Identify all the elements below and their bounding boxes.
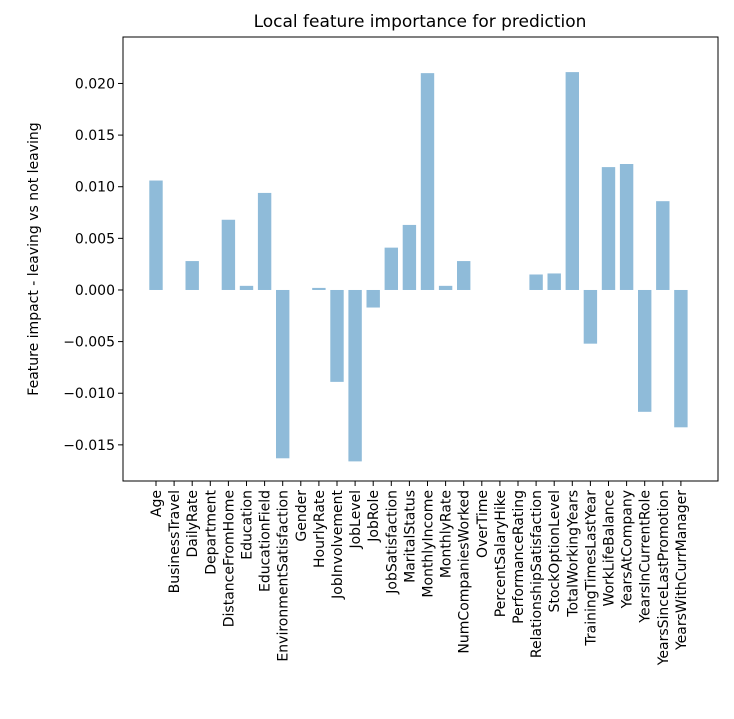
bar-WorkLifeBalance	[601, 167, 616, 290]
bar-EducationField	[257, 192, 272, 290]
x-tick-label: YearsWithCurrManager	[674, 490, 690, 651]
chart-title: Local feature importance for prediction	[254, 12, 587, 32]
y-tick-label: 0.005	[75, 231, 115, 247]
x-tick-label: HourlyRate	[312, 490, 328, 568]
x-tick-label: JobInvolvement	[330, 489, 346, 599]
bar-HourlyRate	[312, 287, 326, 290]
y-tick-label: −0.015	[63, 438, 115, 454]
x-tick-label: MonthlyIncome	[421, 490, 437, 598]
x-tick-label: StockOptionLevel	[547, 490, 563, 612]
y-tick-label: 0.000	[75, 283, 115, 299]
bar-MaritalStatus	[402, 224, 417, 290]
x-tick-label: YearsAtCompany	[620, 490, 636, 609]
x-tick-label: JobSatisfaction	[384, 490, 400, 595]
x-tick-label: WorkLifeBalance	[602, 490, 618, 607]
x-tick-label: MonthlyRate	[439, 490, 455, 578]
y-tick-label: 0.020	[75, 76, 115, 92]
x-tick-label: EducationField	[258, 490, 274, 592]
y-tick-label: 0.015	[75, 128, 115, 144]
x-tick-label: BusinessTravel	[167, 490, 183, 593]
x-tick-label: PercentSalaryHike	[493, 490, 509, 617]
bar-StockOptionLevel	[547, 273, 561, 290]
y-ticks-group: −0.015 −0.010 −0.005 0.000 0.005 0.010 0.015 0.…	[63, 76, 123, 454]
bar-JobInvolvement	[330, 289, 344, 382]
x-tick-label: EnvironmentSatisfaction	[276, 490, 292, 662]
plot-frame	[122, 36, 719, 482]
bar-YearsInCurrentRole	[638, 289, 652, 412]
x-tick-label: DistanceFromHome	[221, 490, 237, 627]
x-tick-label: Department	[203, 489, 219, 574]
x-tick-label: Age	[149, 490, 165, 517]
y-tick-label: 0.010	[75, 180, 115, 196]
x-ticks-group: Age BusinessTravel DailyRate Department Dist…	[149, 481, 690, 666]
bar-YearsWithCurrManager	[674, 289, 688, 428]
y-tick-label: −0.010	[63, 386, 115, 402]
x-tick-label: JobLevel	[348, 490, 364, 550]
bar-TotalWorkingYears	[565, 72, 579, 290]
bar-MonthlyRate	[438, 285, 453, 290]
bar-DistanceFromHome	[221, 219, 236, 290]
x-tick-label: TrainingTimesLastYear	[583, 490, 599, 647]
bar-EnvironmentSatisfaction	[276, 289, 290, 459]
x-tick-label: OverTime	[475, 490, 491, 558]
bar-TrainingTimesLastYear	[583, 289, 598, 344]
y-tick-label: −0.005	[63, 335, 115, 351]
bar-JobRole	[366, 289, 380, 308]
bar-DailyRate	[185, 261, 199, 290]
x-tick-label: YearsInCurrentRole	[638, 490, 654, 624]
y-axis-label: Feature impact - leaving vs not leaving	[26, 122, 42, 395]
x-tick-label: DailyRate	[185, 490, 201, 558]
bar-JobSatisfaction	[384, 247, 398, 290]
bar-Education	[239, 285, 254, 290]
bar-YearsSinceLastPromotion	[656, 201, 670, 290]
x-tick-label: YearsSinceLastPromotion	[656, 490, 672, 666]
bar-NumCompaniesWorked	[457, 261, 471, 290]
x-tick-label: NumCompaniesWorked	[457, 490, 473, 654]
x-tick-label: Education	[240, 490, 256, 560]
x-tick-label: TotalWorkingYears	[565, 490, 581, 618]
x-tick-label: RelationshipSatisfaction	[529, 490, 545, 658]
bar-RelationshipSatisfaction	[529, 274, 543, 290]
bar-MonthlyIncome	[420, 73, 435, 290]
x-tick-label: Gender	[294, 490, 310, 542]
x-tick-label: JobRole	[366, 490, 382, 543]
x-tick-label: PerformanceRating	[511, 490, 527, 624]
x-tick-label: MaritalStatus	[402, 490, 418, 583]
bars-group	[149, 72, 688, 462]
bar-YearsAtCompany	[619, 164, 634, 290]
bar-Age	[149, 180, 163, 290]
bar-JobLevel	[348, 289, 362, 462]
